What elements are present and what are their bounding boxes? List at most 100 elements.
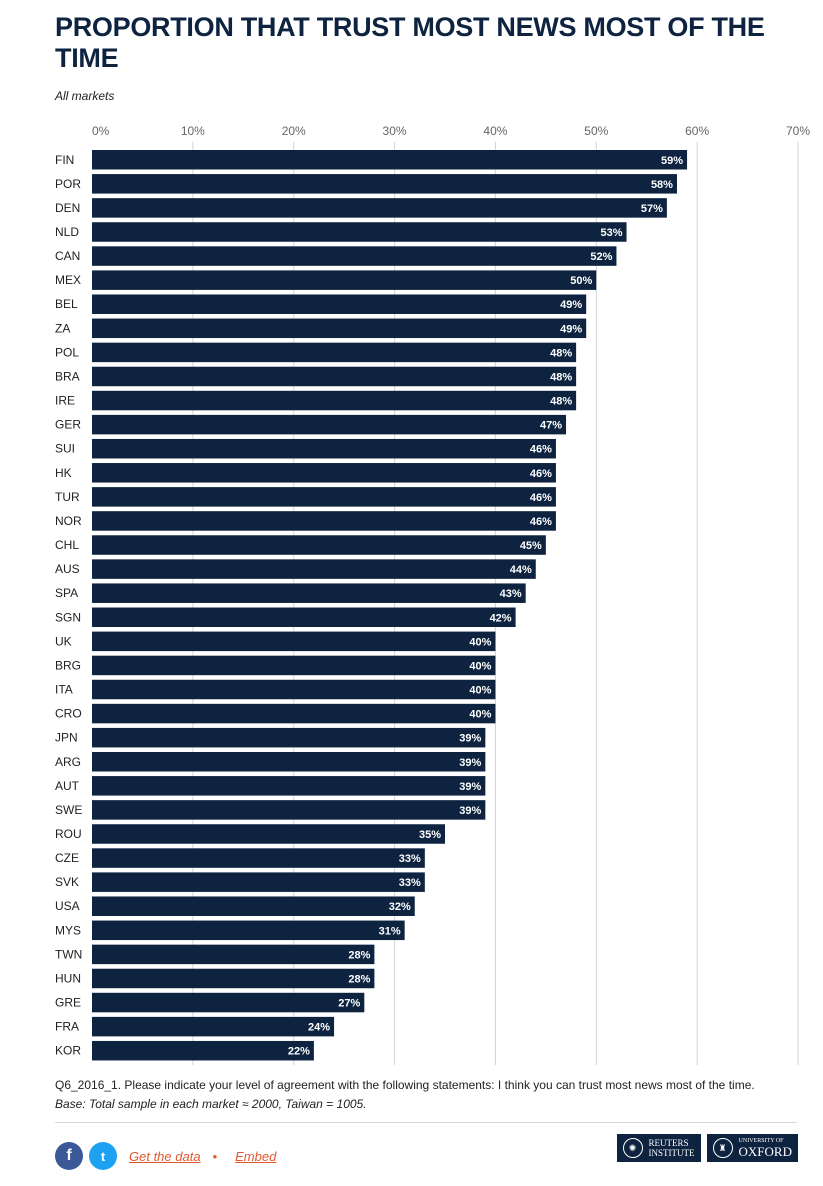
category-label: GRE <box>55 996 81 1010</box>
bar <box>92 294 587 314</box>
bar <box>92 366 577 387</box>
bar <box>92 318 587 339</box>
question-note: Q6_2016_1. Please indicate your level of… <box>55 1078 755 1092</box>
x-tick-label: 20% <box>282 124 306 138</box>
category-label: FRA <box>55 1020 79 1034</box>
oxford-logo-line1: UNIVERSITY OF <box>738 1137 784 1144</box>
category-label: DEN <box>55 201 80 215</box>
bar <box>92 583 526 603</box>
bar-value-label: 46% <box>530 468 552 480</box>
bar-value-label: 32% <box>389 901 411 913</box>
bar-value-label: 22% <box>288 1046 310 1058</box>
oxford-logo-line2: OXFORD <box>738 1143 792 1159</box>
bar-value-label: 46% <box>530 492 552 504</box>
bar-value-label: 58% <box>651 179 673 191</box>
bar-value-label: 49% <box>560 323 582 335</box>
category-label: SPA <box>55 586 78 600</box>
bar <box>92 679 496 700</box>
x-tick-label: 50% <box>584 124 608 138</box>
bar-value-label: 48% <box>550 371 572 383</box>
oxford-logo[interactable]: ♜ UNIVERSITY OF OXFORD <box>706 1134 798 1162</box>
reuters-logo-line1: REUTERS <box>648 1138 689 1148</box>
reuters-institute-logo[interactable]: ✺ REUTERS INSTITUTE <box>616 1134 701 1162</box>
category-label: ZA <box>55 321 70 335</box>
bar-value-label: 33% <box>399 853 421 865</box>
category-label: SWE <box>55 803 82 817</box>
x-tick-label: 70% <box>786 124 810 138</box>
bar <box>92 1040 314 1061</box>
x-tick-label: 60% <box>685 124 709 138</box>
category-label: ARG <box>55 755 81 769</box>
category-label: TWN <box>55 947 82 961</box>
bar <box>92 438 556 459</box>
category-label: KOR <box>55 1044 81 1058</box>
bar-value-label: 39% <box>459 733 481 745</box>
bar-chart: 0% 10% 20% 30% 40% 50% 60% 70% FIN 59% POR 58% DEN 57… <box>55 124 810 1066</box>
embed-link[interactable]: Embed <box>235 1148 277 1164</box>
bar-value-label: 44% <box>510 564 532 576</box>
bar <box>92 511 556 531</box>
bar <box>92 150 688 170</box>
reuters-dot-icon: ✺ <box>622 1138 643 1158</box>
bar <box>92 222 627 242</box>
bar-value-label: 53% <box>601 227 623 239</box>
category-label: CAN <box>55 249 80 263</box>
category-label: JPN <box>55 731 78 745</box>
bar <box>92 848 425 868</box>
bar-value-label: 50% <box>570 275 592 287</box>
bar-value-label: 49% <box>560 299 582 311</box>
bar <box>92 655 496 676</box>
bar <box>92 920 405 941</box>
get-data-link[interactable]: Get the data <box>129 1148 201 1164</box>
partner-logos: ✺ REUTERS INSTITUTE ♜ UNIVERSITY OF OXFO… <box>616 1134 798 1162</box>
category-label: TUR <box>55 490 80 504</box>
category-label: ITA <box>55 683 73 697</box>
category-label: POL <box>55 345 79 359</box>
bar <box>92 896 415 916</box>
category-label: CRO <box>55 707 82 721</box>
category-label: HUN <box>55 971 81 985</box>
category-label: USA <box>55 899 80 913</box>
bar <box>92 944 375 965</box>
reuters-logo-line2: INSTITUTE <box>648 1148 695 1158</box>
bar <box>92 487 556 507</box>
base-note: Base: Total sample in each market ≈ 2000… <box>55 1097 367 1111</box>
chart-notes: Q6_2016_1. Please indicate your level of… <box>55 1076 815 1114</box>
facebook-icon[interactable]: f <box>55 1142 83 1170</box>
category-label: BRA <box>55 369 80 383</box>
category-label: SVK <box>55 875 79 889</box>
bar-value-label: 40% <box>469 636 491 648</box>
x-tick-label: 0% <box>92 124 110 138</box>
chart-title: PROPORTION THAT TRUST MOST NEWS MOST OF … <box>55 12 765 73</box>
bar <box>92 535 546 555</box>
bar <box>92 246 617 266</box>
bar <box>92 776 486 796</box>
twitter-icon[interactable]: t <box>89 1142 117 1170</box>
bar-value-label: 40% <box>469 685 491 697</box>
bar-value-label: 46% <box>530 516 552 528</box>
category-label: POR <box>55 177 81 191</box>
category-label: UK <box>55 634 72 648</box>
footer-separator: • <box>212 1148 218 1164</box>
category-label: CHL <box>55 538 79 552</box>
category-label: MYS <box>55 923 81 937</box>
bar <box>92 174 677 194</box>
category-label: AUS <box>55 562 80 576</box>
bar-value-label: 47% <box>540 420 562 432</box>
bar-value-label: 45% <box>520 540 542 552</box>
bar <box>92 992 365 1013</box>
bar-value-label: 27% <box>338 998 360 1010</box>
bar <box>92 607 516 628</box>
bar-value-label: 42% <box>490 612 512 624</box>
bar <box>92 824 445 844</box>
bar <box>92 1016 335 1037</box>
category-label: ROU <box>55 827 82 841</box>
bar-value-label: 57% <box>641 203 663 215</box>
category-label: CZE <box>55 851 79 865</box>
category-label: IRE <box>55 394 75 408</box>
bar <box>92 342 577 363</box>
bar-value-label: 43% <box>500 588 522 600</box>
chart-subtitle: All markets <box>55 89 115 103</box>
category-label: FIN <box>55 153 74 167</box>
bar-value-label: 40% <box>469 709 491 721</box>
